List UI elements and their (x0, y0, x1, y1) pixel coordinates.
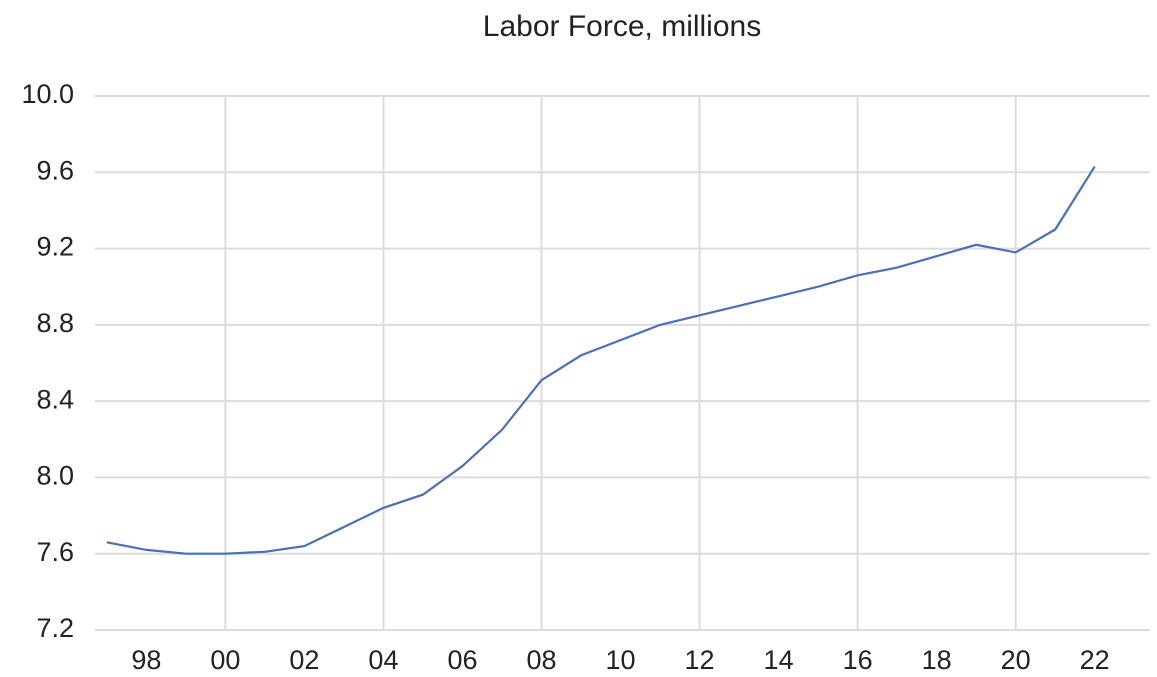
x-tick-label: 98 (131, 645, 161, 675)
x-tick-label: 22 (1080, 645, 1110, 675)
y-tick-label: 9.2 (36, 232, 74, 262)
x-tick-label: 20 (1001, 645, 1031, 675)
x-tick-label: 06 (447, 645, 477, 675)
x-tick-label: 12 (685, 645, 715, 675)
x-tick-label: 00 (210, 645, 240, 675)
x-tick-label: 16 (843, 645, 873, 675)
y-tick-label: 8.4 (36, 384, 74, 414)
y-tick-label: 7.2 (36, 613, 74, 643)
y-tick-label: 7.6 (36, 537, 74, 567)
y-tick-label: 9.6 (36, 155, 74, 185)
y-tick-label: 8.8 (36, 308, 74, 338)
x-tick-label: 14 (764, 645, 794, 675)
x-tick-label: 04 (368, 645, 398, 675)
y-tick-label: 8.0 (36, 461, 74, 491)
x-tick-label: 10 (606, 645, 636, 675)
x-tick-label: 08 (526, 645, 556, 675)
chart-title: Labor Force, millions (483, 10, 761, 43)
y-tick-label: 10.0 (21, 79, 74, 109)
x-tick-label: 02 (289, 645, 319, 675)
x-tick-label: 18 (922, 645, 952, 675)
line-series (106, 166, 1096, 555)
